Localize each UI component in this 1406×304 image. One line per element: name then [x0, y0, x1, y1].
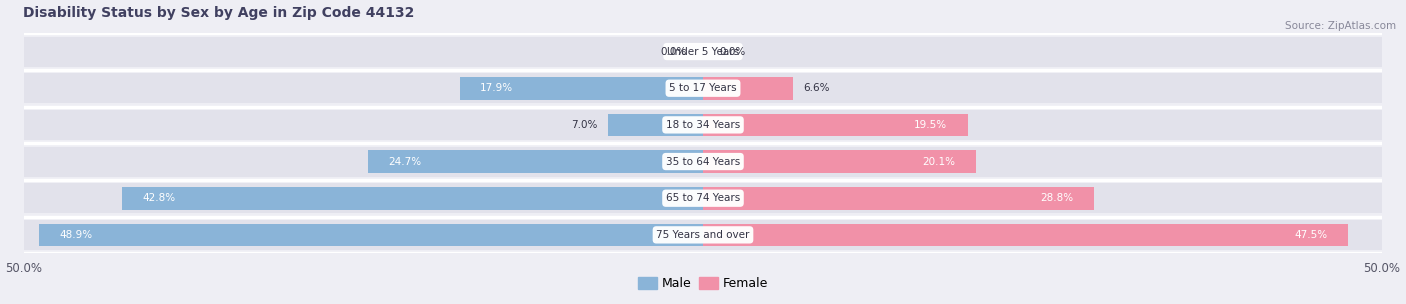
Bar [703, 223, 1348, 246]
Bar [122, 187, 703, 209]
Text: 24.7%: 24.7% [388, 157, 420, 167]
Text: 47.5%: 47.5% [1295, 230, 1327, 240]
Text: 19.5%: 19.5% [914, 120, 948, 130]
Text: 18 to 34 Years: 18 to 34 Years [666, 120, 740, 130]
Bar [24, 73, 1382, 103]
Text: 20.1%: 20.1% [922, 157, 956, 167]
Text: 65 to 74 Years: 65 to 74 Years [666, 193, 740, 203]
Bar [39, 223, 703, 246]
Text: 7.0%: 7.0% [571, 120, 598, 130]
Bar [607, 113, 703, 136]
Bar [460, 77, 703, 100]
Text: 5 to 17 Years: 5 to 17 Years [669, 83, 737, 93]
Text: 6.6%: 6.6% [803, 83, 830, 93]
Text: 75 Years and over: 75 Years and over [657, 230, 749, 240]
Bar [703, 113, 967, 136]
Text: 0.0%: 0.0% [661, 47, 686, 57]
Text: 42.8%: 42.8% [142, 193, 176, 203]
Bar [24, 220, 1382, 250]
Text: 0.0%: 0.0% [720, 47, 745, 57]
Bar [24, 36, 1382, 67]
Text: Disability Status by Sex by Age in Zip Code 44132: Disability Status by Sex by Age in Zip C… [22, 5, 415, 19]
Text: 35 to 64 Years: 35 to 64 Years [666, 157, 740, 167]
Bar [703, 150, 976, 173]
Legend: Male, Female: Male, Female [633, 272, 773, 295]
Bar [24, 110, 1382, 140]
Text: 48.9%: 48.9% [59, 230, 93, 240]
Bar [703, 77, 793, 100]
Text: Under 5 Years: Under 5 Years [666, 47, 740, 57]
Bar [24, 147, 1382, 177]
Bar [367, 150, 703, 173]
Text: 17.9%: 17.9% [481, 83, 513, 93]
Text: 28.8%: 28.8% [1040, 193, 1074, 203]
Bar [24, 183, 1382, 213]
Bar [703, 187, 1094, 209]
Text: Source: ZipAtlas.com: Source: ZipAtlas.com [1285, 21, 1396, 31]
